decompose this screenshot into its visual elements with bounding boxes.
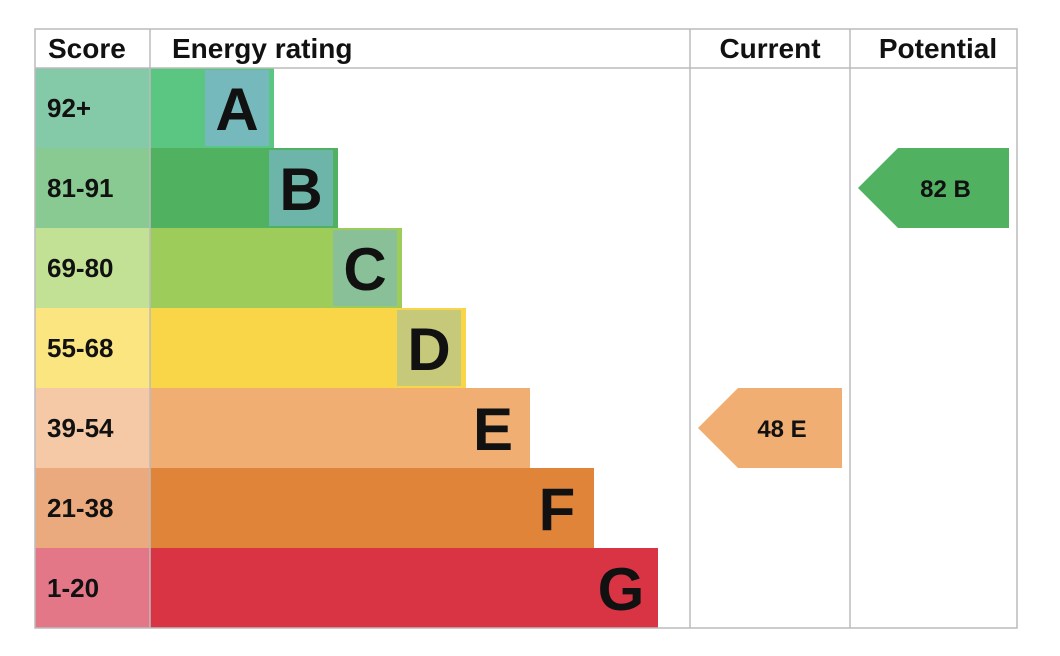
potential-arrow-label: 82 B [920,176,971,203]
header-row: Score Energy rating Current Potential [48,33,997,64]
grid-layer [34,28,1018,629]
score-cell-f [35,468,150,548]
header-potential: Potential [879,33,997,64]
band-letter-highlight-d [397,310,461,386]
bands-layer: 92+ A 81-91 B 69-80 C 55-68 D 39-54 E 21-38 F 1-20 G [35,68,658,628]
score-cell-c [35,228,150,308]
band-bar-d [150,308,466,388]
band-letter-d: D [407,316,450,383]
score-cell-b [35,148,150,228]
band-letter-highlight-a [205,70,269,146]
band-bar-e [150,388,530,468]
score-label-f: 21-38 [47,493,114,523]
score-cell-e [35,388,150,468]
band-letter-f: F [539,476,576,543]
score-label-c: 69-80 [47,253,114,283]
band-letter-g: G [598,556,645,623]
score-cell-a [35,68,150,148]
score-cell-g [35,548,150,628]
band-bar-f [150,468,594,548]
header-score: Score [48,33,126,64]
band-bar-g [150,548,658,628]
score-cell-d [35,308,150,388]
header-current: Current [719,33,820,64]
score-label-a: 92+ [47,93,91,123]
band-letter-b: B [279,156,322,223]
band-letter-c: C [343,236,386,303]
table-border [34,28,1018,629]
header-energy-rating: Energy rating [172,33,352,64]
band-letter-a: A [215,76,258,143]
current-arrow [698,388,842,468]
band-letter-highlight-c [333,230,397,306]
score-label-d: 55-68 [47,333,114,363]
current-arrow-label: 48 E [757,416,806,443]
band-letter-highlight-b [269,150,333,226]
band-letter-e: E [473,396,513,463]
score-label-b: 81-91 [47,173,114,203]
potential-arrow [858,148,1009,228]
score-label-e: 39-54 [47,413,114,443]
score-label-g: 1-20 [47,573,99,603]
arrows-layer: 48 E 82 B [698,148,1009,468]
